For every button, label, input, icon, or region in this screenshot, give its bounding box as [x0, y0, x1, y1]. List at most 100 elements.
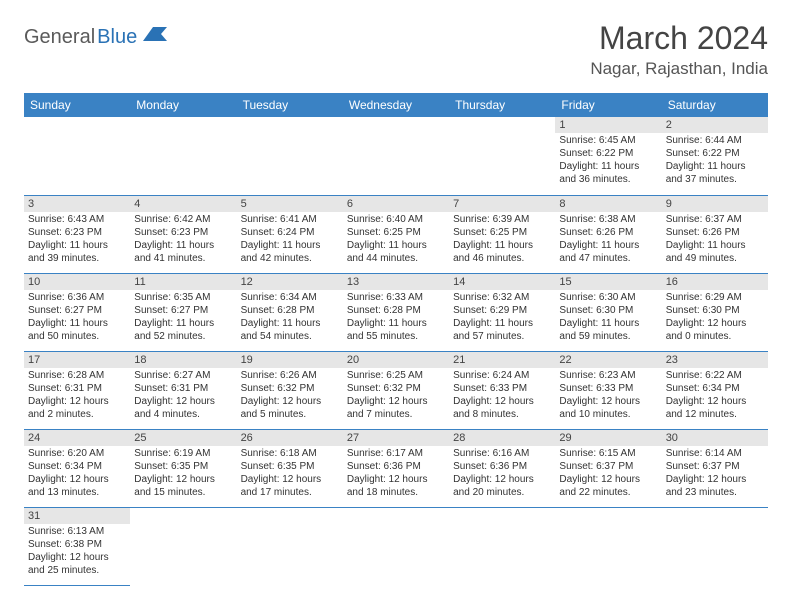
sunset: Sunset: 6:33 PM: [559, 382, 657, 395]
day-number: 9: [662, 196, 768, 212]
calendar-cell: [130, 117, 236, 195]
calendar-cell: 17Sunrise: 6:28 AMSunset: 6:31 PMDayligh…: [24, 351, 130, 429]
daylight: Daylight: 11 hours and 54 minutes.: [241, 317, 339, 343]
day-number: 1: [555, 117, 661, 133]
sunrise: Sunrise: 6:28 AM: [28, 369, 126, 382]
daylight: Daylight: 12 hours and 22 minutes.: [559, 473, 657, 499]
day-content: Sunrise: 6:42 AMSunset: 6:23 PMDaylight:…: [130, 212, 236, 268]
day-number: 11: [130, 274, 236, 290]
day-number: 10: [24, 274, 130, 290]
calendar-cell: 14Sunrise: 6:32 AMSunset: 6:29 PMDayligh…: [449, 273, 555, 351]
daylight: Daylight: 11 hours and 52 minutes.: [134, 317, 232, 343]
daylight: Daylight: 12 hours and 2 minutes.: [28, 395, 126, 421]
daylight: Daylight: 11 hours and 41 minutes.: [134, 239, 232, 265]
sunrise: Sunrise: 6:45 AM: [559, 134, 657, 147]
sunset: Sunset: 6:30 PM: [666, 304, 764, 317]
sunrise: Sunrise: 6:32 AM: [453, 291, 551, 304]
calendar-cell: 4Sunrise: 6:42 AMSunset: 6:23 PMDaylight…: [130, 195, 236, 273]
calendar-cell: 7Sunrise: 6:39 AMSunset: 6:25 PMDaylight…: [449, 195, 555, 273]
day-number: 18: [130, 352, 236, 368]
day-content: Sunrise: 6:25 AMSunset: 6:32 PMDaylight:…: [343, 368, 449, 424]
sunrise: Sunrise: 6:30 AM: [559, 291, 657, 304]
sunset: Sunset: 6:27 PM: [134, 304, 232, 317]
calendar-cell: 2Sunrise: 6:44 AMSunset: 6:22 PMDaylight…: [662, 117, 768, 195]
calendar-cell: 31Sunrise: 6:13 AMSunset: 6:38 PMDayligh…: [24, 507, 130, 585]
day-number: 12: [237, 274, 343, 290]
calendar-cell: 16Sunrise: 6:29 AMSunset: 6:30 PMDayligh…: [662, 273, 768, 351]
sunset: Sunset: 6:35 PM: [134, 460, 232, 473]
daylight: Daylight: 11 hours and 47 minutes.: [559, 239, 657, 265]
day-content: Sunrise: 6:15 AMSunset: 6:37 PMDaylight:…: [555, 446, 661, 502]
sunrise: Sunrise: 6:39 AM: [453, 213, 551, 226]
day-number: 14: [449, 274, 555, 290]
calendar-cell: [449, 507, 555, 585]
sunset: Sunset: 6:25 PM: [347, 226, 445, 239]
daylight: Daylight: 11 hours and 46 minutes.: [453, 239, 551, 265]
day-content: Sunrise: 6:14 AMSunset: 6:37 PMDaylight:…: [662, 446, 768, 502]
day-content: Sunrise: 6:43 AMSunset: 6:23 PMDaylight:…: [24, 212, 130, 268]
sunrise: Sunrise: 6:41 AM: [241, 213, 339, 226]
calendar-cell: [343, 117, 449, 195]
daylight: Daylight: 12 hours and 25 minutes.: [28, 551, 126, 577]
weekday-header: Sunday: [24, 93, 130, 117]
day-number: 21: [449, 352, 555, 368]
sunset: Sunset: 6:23 PM: [134, 226, 232, 239]
day-content: Sunrise: 6:24 AMSunset: 6:33 PMDaylight:…: [449, 368, 555, 424]
daylight: Daylight: 11 hours and 37 minutes.: [666, 160, 764, 186]
day-number: 17: [24, 352, 130, 368]
calendar-cell: 15Sunrise: 6:30 AMSunset: 6:30 PMDayligh…: [555, 273, 661, 351]
sunrise: Sunrise: 6:19 AM: [134, 447, 232, 460]
calendar-cell: 13Sunrise: 6:33 AMSunset: 6:28 PMDayligh…: [343, 273, 449, 351]
sunset: Sunset: 6:36 PM: [347, 460, 445, 473]
sunrise: Sunrise: 6:34 AM: [241, 291, 339, 304]
daylight: Daylight: 11 hours and 55 minutes.: [347, 317, 445, 343]
calendar-table: SundayMondayTuesdayWednesdayThursdayFrid…: [24, 93, 768, 586]
calendar-cell: [237, 117, 343, 195]
daylight: Daylight: 11 hours and 42 minutes.: [241, 239, 339, 265]
weekday-header: Saturday: [662, 93, 768, 117]
calendar-cell: [555, 507, 661, 585]
day-number: 23: [662, 352, 768, 368]
day-number: 16: [662, 274, 768, 290]
day-number: 24: [24, 430, 130, 446]
sunset: Sunset: 6:23 PM: [28, 226, 126, 239]
sunset: Sunset: 6:37 PM: [559, 460, 657, 473]
calendar-cell: 10Sunrise: 6:36 AMSunset: 6:27 PMDayligh…: [24, 273, 130, 351]
day-content: Sunrise: 6:34 AMSunset: 6:28 PMDaylight:…: [237, 290, 343, 346]
sunset: Sunset: 6:36 PM: [453, 460, 551, 473]
daylight: Daylight: 11 hours and 59 minutes.: [559, 317, 657, 343]
daylight: Daylight: 11 hours and 44 minutes.: [347, 239, 445, 265]
sunrise: Sunrise: 6:14 AM: [666, 447, 764, 460]
day-content: Sunrise: 6:19 AMSunset: 6:35 PMDaylight:…: [130, 446, 236, 502]
calendar-cell: 29Sunrise: 6:15 AMSunset: 6:37 PMDayligh…: [555, 429, 661, 507]
logo: General Blue: [24, 26, 169, 49]
day-content: Sunrise: 6:23 AMSunset: 6:33 PMDaylight:…: [555, 368, 661, 424]
daylight: Daylight: 12 hours and 20 minutes.: [453, 473, 551, 499]
day-content: Sunrise: 6:18 AMSunset: 6:35 PMDaylight:…: [237, 446, 343, 502]
sunrise: Sunrise: 6:25 AM: [347, 369, 445, 382]
calendar-cell: [449, 117, 555, 195]
day-number: 7: [449, 196, 555, 212]
sunset: Sunset: 6:22 PM: [559, 147, 657, 160]
calendar-cell: 19Sunrise: 6:26 AMSunset: 6:32 PMDayligh…: [237, 351, 343, 429]
sunrise: Sunrise: 6:13 AM: [28, 525, 126, 538]
day-content: Sunrise: 6:36 AMSunset: 6:27 PMDaylight:…: [24, 290, 130, 346]
day-content: Sunrise: 6:17 AMSunset: 6:36 PMDaylight:…: [343, 446, 449, 502]
title-block: March 2024 Nagar, Rajasthan, India: [590, 20, 768, 79]
calendar-cell: 5Sunrise: 6:41 AMSunset: 6:24 PMDaylight…: [237, 195, 343, 273]
sunset: Sunset: 6:25 PM: [453, 226, 551, 239]
logo-text-blue: Blue: [97, 26, 137, 49]
daylight: Daylight: 11 hours and 36 minutes.: [559, 160, 657, 186]
day-content: Sunrise: 6:35 AMSunset: 6:27 PMDaylight:…: [130, 290, 236, 346]
sunset: Sunset: 6:26 PM: [559, 226, 657, 239]
calendar-cell: 3Sunrise: 6:43 AMSunset: 6:23 PMDaylight…: [24, 195, 130, 273]
day-content: Sunrise: 6:13 AMSunset: 6:38 PMDaylight:…: [24, 524, 130, 580]
sunset: Sunset: 6:35 PM: [241, 460, 339, 473]
calendar-cell: [130, 507, 236, 585]
sunrise: Sunrise: 6:15 AM: [559, 447, 657, 460]
sunset: Sunset: 6:32 PM: [241, 382, 339, 395]
location: Nagar, Rajasthan, India: [590, 59, 768, 79]
sunrise: Sunrise: 6:38 AM: [559, 213, 657, 226]
sunrise: Sunrise: 6:22 AM: [666, 369, 764, 382]
weekday-header: Thursday: [449, 93, 555, 117]
